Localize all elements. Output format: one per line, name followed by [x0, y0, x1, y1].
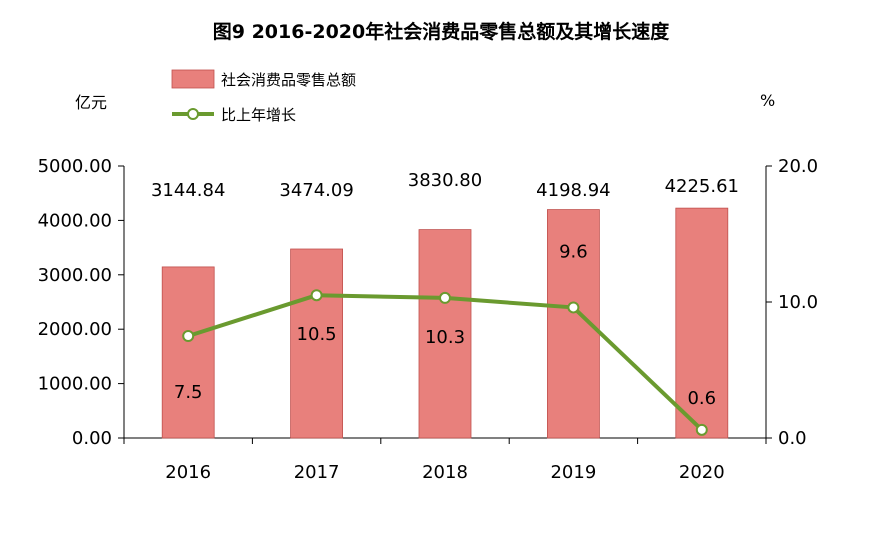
- line-point: [567, 301, 580, 314]
- line-value-label: 10.3: [425, 327, 465, 348]
- bar-value-label: 4198.94: [536, 180, 610, 201]
- line-value-label: 9.6: [559, 241, 588, 262]
- line-point: [439, 291, 451, 304]
- line-point: [182, 330, 195, 342]
- line-value-label: 0.6: [687, 388, 716, 409]
- right-axis-unit: %: [760, 91, 775, 110]
- left-tick-label: 2000.00: [38, 319, 112, 340]
- x-tick-label: 2017: [294, 462, 340, 483]
- chart-title: 图9 2016-2020年社会消费品零售总额及其增长速度: [213, 20, 670, 43]
- left-tick-label: 3000.00: [38, 265, 112, 286]
- right-tick-label: 20.0: [778, 156, 818, 177]
- axes: 0.00 1000.00 2000.00 3000.00 4000.00 5000.00 0…: [38, 156, 819, 483]
- bar: [675, 207, 729, 439]
- legend-label-bar: 社会消费品零售总额: [221, 71, 356, 89]
- right-tick-label: 0.0: [778, 428, 807, 449]
- bar-value-label: 4225.61: [665, 176, 739, 197]
- x-tick-label: 2016: [165, 462, 211, 483]
- line-value-label: 10.5: [297, 324, 337, 345]
- right-tick-label: 10.0: [778, 292, 818, 313]
- left-tick-label: 1000.00: [38, 374, 112, 395]
- bar: [290, 248, 344, 439]
- legend-swatch-bar: [171, 69, 215, 89]
- x-tick-label: 2018: [422, 462, 468, 483]
- line-point: [695, 423, 708, 436]
- bar-value-label: 3474.09: [279, 180, 353, 201]
- legend-swatch-marker: [187, 108, 199, 120]
- line-series: [182, 289, 708, 436]
- bar-value-label: 3830.80: [408, 170, 482, 191]
- line-value-label: 7.5: [174, 382, 203, 403]
- legend-label-line: 比上年增长: [221, 106, 296, 124]
- left-tick-label: 5000.00: [38, 156, 112, 177]
- left-axis-unit: 亿元: [75, 93, 107, 112]
- bar: [418, 229, 472, 439]
- data-labels: 3144.84 3474.09 3830.80 4198.94 4225.61 7.5 10…: [151, 170, 739, 409]
- bar: [161, 266, 215, 439]
- left-tick-label: 0.00: [72, 428, 112, 449]
- x-tick-label: 2019: [550, 462, 596, 483]
- bar-value-label: 3144.84: [151, 180, 225, 201]
- legend: 社会消费品零售总额 比上年增长: [171, 69, 356, 124]
- left-tick-label: 4000.00: [38, 210, 112, 231]
- line-point: [310, 289, 323, 302]
- x-tick-label: 2020: [679, 462, 725, 483]
- bar-series: [161, 207, 729, 439]
